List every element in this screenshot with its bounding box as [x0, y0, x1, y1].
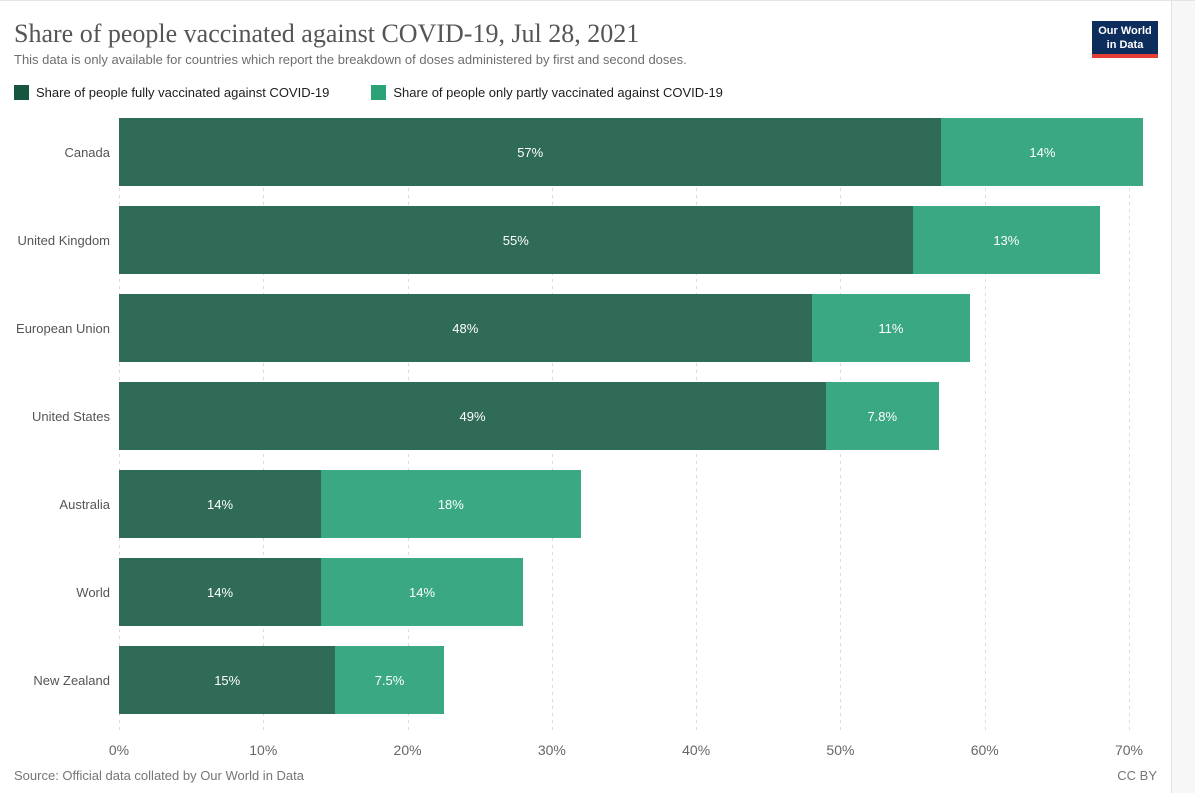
owid-logo-line2: in Data: [1106, 39, 1144, 51]
country-label: Canada: [64, 144, 110, 160]
x-axis-tick-label: 60%: [970, 742, 999, 758]
bar-segment-fully-vaccinated[interactable]: 14%: [119, 470, 321, 538]
legend-item-partly[interactable]: Share of people only partly vaccinated a…: [371, 85, 723, 100]
bar-row: New Zealand 15% 7.5%: [33, 646, 444, 714]
bar-row: World 14% 14%: [76, 558, 523, 626]
bar-row: United Kingdom 55% 13%: [18, 206, 1101, 274]
x-axis-tick-label: 30%: [537, 742, 566, 758]
bar-value-label: 55%: [502, 232, 529, 248]
x-axis-tick-label: 0%: [108, 742, 130, 758]
legend: Share of people fully vaccinated against…: [14, 85, 723, 100]
bar-value-label: 49%: [459, 408, 486, 424]
x-axis-tick-label: 10%: [249, 742, 278, 758]
owid-logo[interactable]: Our World in Data: [1092, 21, 1158, 58]
bar-value-label: 11%: [878, 320, 904, 336]
source-note: Source: Official data collated by Our Wo…: [14, 768, 304, 783]
bar-segment-fully-vaccinated[interactable]: 48%: [119, 294, 812, 362]
chart-subtitle: This data is only available for countrie…: [14, 52, 687, 67]
bar-segment-fully-vaccinated[interactable]: 55%: [119, 206, 913, 274]
bar-row: European Union 48% 11%: [16, 294, 971, 362]
gridline: [1129, 118, 1130, 734]
country-label: United States: [31, 408, 110, 424]
bar-row: Canada 57% 14%: [64, 118, 1144, 186]
legend-item-label: Share of people fully vaccinated against…: [36, 85, 330, 100]
bar-segment-partly-vaccinated[interactable]: 14%: [941, 118, 1144, 186]
bar-segment-fully-vaccinated[interactable]: 15%: [119, 646, 336, 714]
x-axis-tick-label: 20%: [393, 742, 422, 758]
bar-value-label: 14%: [206, 496, 234, 512]
footer: Source: Official data collated by Our Wo…: [14, 768, 1157, 783]
chart-area: 0% 10% 20% 30% 40% 50% 60% 70% Canada 57% 14% Unite…: [0, 118, 1170, 778]
bar-value-label: 14%: [206, 584, 234, 600]
plot-area: 0% 10% 20% 30% 40% 50% 60% 70% Canada 57% 14% Unite…: [16, 118, 1144, 758]
bar-row: United States 49% 7.8%: [32, 382, 939, 450]
legend-item-fully[interactable]: Share of people fully vaccinated against…: [14, 85, 329, 100]
bar-segment-partly-vaccinated[interactable]: 14%: [321, 558, 523, 626]
country-label: European Union: [16, 320, 110, 336]
bar-row: Australia 14% 18%: [59, 470, 581, 538]
country-label: New Zealand: [33, 672, 110, 688]
x-axis-tick-label: 40%: [682, 742, 711, 758]
x-axis-tick-label: 70%: [1114, 742, 1144, 758]
owid-logo-line1: Our World: [1098, 25, 1152, 37]
bar-segment-fully-vaccinated[interactable]: 14%: [119, 558, 321, 626]
legend-swatch-icon: [14, 85, 29, 100]
bar-value-label: 57%: [517, 144, 544, 160]
bar-segment-partly-vaccinated[interactable]: 7.5%: [335, 646, 444, 714]
country-label: United Kingdom: [17, 232, 111, 248]
chart-title: Share of people vaccinated against COVID…: [14, 19, 640, 48]
bar-value-label: 14%: [408, 584, 436, 600]
bar-value-label: 18%: [437, 496, 464, 512]
bar-value-label: 48%: [452, 320, 479, 336]
bar-value-label: 7.5%: [374, 672, 405, 688]
page-background-strip: [1171, 1, 1195, 793]
bar-segment-partly-vaccinated[interactable]: 18%: [321, 470, 581, 538]
bar-segment-fully-vaccinated[interactable]: 49%: [119, 382, 826, 450]
x-axis-tick-label: 50%: [826, 742, 855, 758]
bar-value-label: 7.8%: [867, 408, 898, 424]
country-label: World: [76, 584, 110, 600]
legend-swatch-icon: [371, 85, 387, 100]
bar-value-label: 14%: [1029, 144, 1056, 160]
license-link[interactable]: CC BY: [1117, 768, 1157, 783]
legend-item-label: Share of people only partly vaccinated a…: [393, 85, 723, 100]
bar-segment-fully-vaccinated[interactable]: 57%: [119, 118, 942, 186]
bar-segment-partly-vaccinated[interactable]: 11%: [811, 294, 971, 362]
country-label: Australia: [59, 496, 110, 512]
bar-value-label: 15%: [214, 672, 241, 688]
bar-segment-partly-vaccinated[interactable]: 13%: [912, 206, 1101, 274]
gridline: [984, 118, 986, 734]
bar-value-label: 13%: [993, 232, 1020, 248]
bar-segment-partly-vaccinated[interactable]: 7.8%: [826, 382, 939, 450]
